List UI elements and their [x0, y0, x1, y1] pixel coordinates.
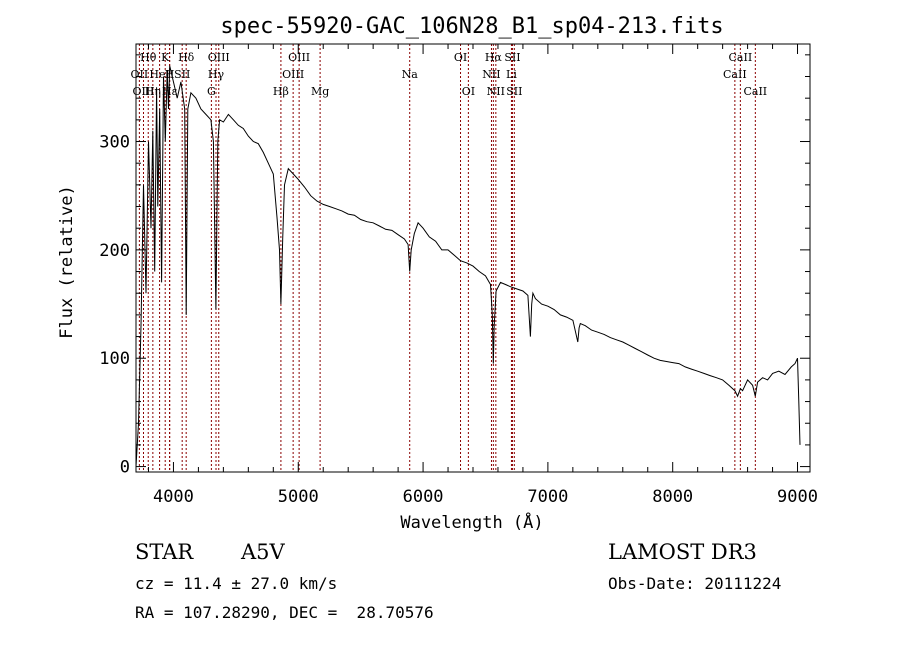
y-tick-label: 300	[99, 133, 130, 153]
object-class: STAR	[135, 540, 194, 564]
line-label: Hβ	[273, 85, 289, 98]
x-tick-label: 4000	[153, 487, 194, 507]
object-subclass: A5V	[241, 540, 285, 564]
redshift-velocity: cz = 11.4 ± 27.0 km/s	[135, 574, 338, 593]
line-label: K	[161, 51, 170, 64]
line-label: CaII	[729, 51, 753, 64]
line-label: Na	[402, 68, 419, 81]
coordinates: RA = 107.28290, DEC = 28.70576	[135, 603, 434, 622]
survey-name: LAMOST DR3	[608, 540, 757, 564]
y-tick-label: 200	[99, 241, 130, 261]
y-tick-label: 0	[120, 458, 130, 478]
line-label: OIII	[132, 85, 154, 98]
spectral-line-labels: HθOIIOIIIHηHeIKHHεHδSIIGHγOIIIHβOIIIOIII…	[131, 51, 768, 98]
line-label: SII	[174, 68, 190, 81]
line-label: SII	[506, 85, 522, 98]
line-label: CaII	[723, 68, 747, 81]
observation-date: Obs-Date: 20111224	[608, 574, 782, 593]
line-label: OI	[454, 51, 467, 64]
line-label: OIII	[282, 68, 304, 81]
chart-title: spec-55920-GAC_106N28_B1_sp04-213.fits	[220, 14, 723, 39]
flux-series-line	[135, 65, 801, 467]
line-label: Li	[506, 68, 517, 81]
x-tick-label: 8000	[652, 487, 693, 507]
x-tick-label: 7000	[527, 487, 568, 507]
line-label: CaII	[743, 85, 767, 98]
x-tick-label: 5000	[278, 487, 319, 507]
spectral-line-markers	[138, 44, 756, 472]
y-axis-label: Flux (relative)	[57, 185, 77, 339]
x-tick-label: 9000	[777, 487, 818, 507]
line-label: HeI	[149, 68, 169, 81]
y-tick-label: 100	[99, 349, 130, 369]
x-axis-ticks: 4000 5000 6000 7000 8000 9000	[147, 44, 818, 507]
line-label: NII	[482, 68, 500, 81]
line-label: SII	[504, 51, 520, 64]
line-label: Hδ	[178, 51, 195, 64]
x-tick-label: 6000	[403, 487, 444, 507]
line-label: NII	[487, 85, 505, 98]
line-label: Hγ	[208, 68, 225, 81]
plot-frame	[135, 43, 811, 473]
line-label: Hα	[485, 51, 503, 64]
line-label: OIII	[288, 51, 310, 64]
line-label: Hθ	[140, 51, 157, 64]
line-label: Hη	[145, 85, 161, 98]
y-axis-ticks: 0 100 200 300	[99, 54, 810, 478]
line-label: G	[207, 85, 216, 98]
line-label: OI	[462, 85, 475, 98]
line-label: Mg	[311, 85, 329, 98]
line-label: OIII	[208, 51, 230, 64]
x-axis-label: Wavelength (Å)	[400, 511, 543, 533]
line-label: Hε	[162, 85, 178, 98]
line-label: OII	[131, 68, 149, 81]
